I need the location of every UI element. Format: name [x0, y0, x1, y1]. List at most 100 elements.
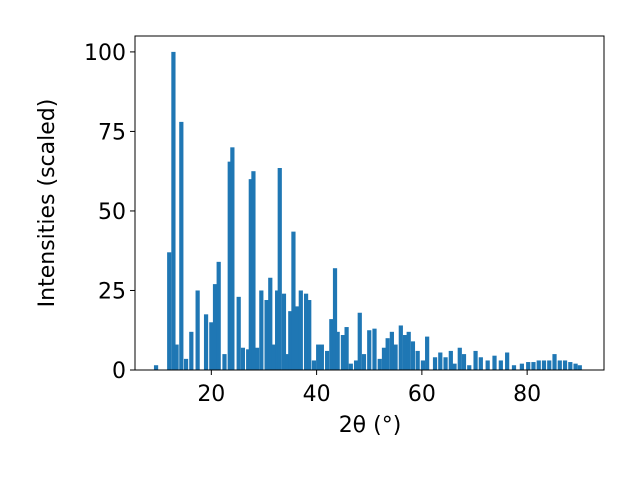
bar [393, 344, 398, 370]
bar [264, 300, 269, 370]
bar [222, 354, 227, 370]
bar [372, 328, 377, 370]
bar [410, 341, 416, 370]
bar [275, 290, 280, 370]
bar [335, 331, 340, 370]
bar [457, 347, 462, 370]
bar [153, 365, 159, 370]
plot-frame [134, 35, 605, 371]
bar [573, 363, 578, 370]
bar [353, 360, 359, 370]
bar [348, 363, 353, 370]
bar [536, 360, 541, 370]
bar [325, 350, 330, 370]
bar [167, 252, 172, 370]
bar [452, 363, 457, 370]
bar [425, 336, 430, 370]
bar [230, 147, 235, 370]
bar [195, 290, 200, 370]
bar [415, 350, 420, 370]
bar [402, 335, 408, 370]
bar [174, 344, 179, 370]
x-axis-label: 2θ (°) [339, 413, 402, 438]
bar [248, 179, 253, 370]
bar [577, 365, 582, 370]
bar [478, 357, 483, 370]
bar [332, 268, 338, 370]
bar [519, 363, 524, 370]
bar [511, 365, 517, 370]
bar [295, 306, 300, 370]
bar [568, 362, 573, 370]
bar [562, 360, 568, 370]
y-tick-label: 50 [98, 200, 126, 225]
bar [183, 358, 189, 370]
y-tick-label: 75 [98, 120, 126, 145]
y-tick-label: 25 [98, 279, 126, 304]
x-tick-label: 80 [513, 382, 541, 407]
bar [485, 360, 490, 370]
bar [251, 171, 256, 370]
x-tick-label: 40 [303, 382, 331, 407]
bar [216, 261, 221, 370]
bar [398, 325, 403, 370]
bar [203, 314, 209, 370]
bar [298, 290, 303, 370]
bar [498, 360, 503, 370]
bar [381, 347, 387, 370]
bar [189, 331, 194, 370]
bar [291, 231, 296, 370]
bar [236, 296, 241, 370]
bar [288, 311, 293, 370]
bar [307, 300, 312, 370]
bar [303, 293, 309, 370]
bar [389, 331, 394, 370]
y-tick-label: 0 [112, 359, 126, 384]
bar [526, 362, 531, 370]
bar [432, 357, 438, 370]
bar [547, 360, 552, 370]
bar [552, 354, 557, 370]
bar [344, 327, 349, 370]
bar [377, 358, 382, 370]
bar [438, 352, 443, 370]
bar [531, 362, 536, 370]
bar [319, 344, 324, 370]
bar [473, 350, 478, 370]
bar [443, 357, 448, 370]
y-tick-label: 100 [84, 41, 126, 66]
bar [277, 168, 282, 370]
bar [406, 331, 411, 370]
x-tick-label: 20 [197, 382, 225, 407]
bar [541, 360, 547, 370]
bar [268, 277, 273, 370]
bar [259, 290, 264, 370]
bar [361, 354, 367, 370]
bar [271, 344, 276, 370]
bar [467, 365, 472, 370]
bar [227, 161, 232, 370]
bar [209, 322, 214, 370]
bar [285, 354, 290, 370]
bar [255, 347, 260, 370]
bar [329, 319, 334, 370]
y-axis-label: Intensities (scaled) [35, 99, 60, 308]
bar [448, 350, 453, 370]
bar [240, 347, 246, 370]
x-tick-label: 60 [408, 382, 436, 407]
bar [212, 284, 218, 370]
bar [557, 360, 562, 370]
bar [246, 349, 251, 370]
bar [357, 312, 362, 370]
bar [340, 335, 346, 370]
bar [281, 293, 287, 370]
bar [385, 338, 390, 370]
bar [505, 352, 510, 370]
bar [316, 344, 321, 370]
bar [179, 121, 184, 370]
bar [311, 360, 317, 370]
bar [492, 355, 497, 370]
bar [171, 51, 176, 371]
bar [367, 330, 372, 370]
